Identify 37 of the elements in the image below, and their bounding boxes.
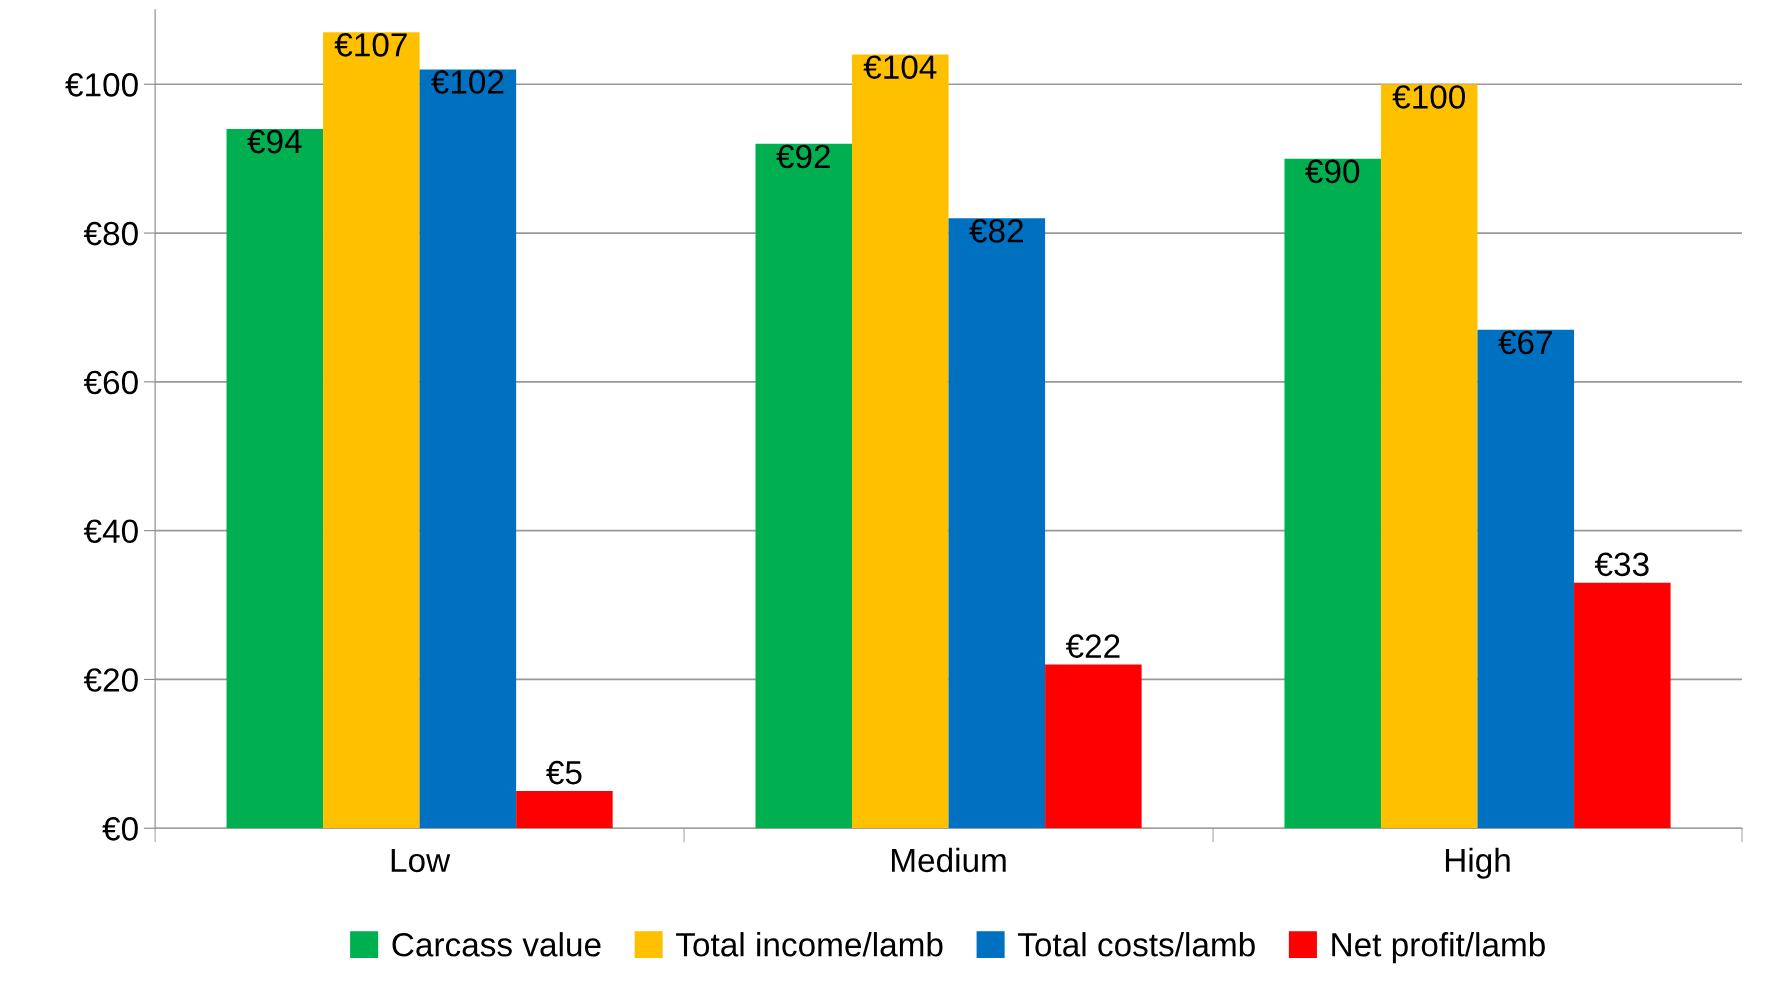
data-label: €107 [334, 33, 407, 57]
legend-label: Net profit/lamb [1332, 932, 1545, 964]
x-tick-label: High [1445, 847, 1510, 879]
legend-label: Total income/lamb [676, 932, 943, 957]
data-label: €94 [247, 129, 302, 154]
bar [419, 69, 517, 829]
legend-label: Carcass value [392, 932, 601, 957]
data-label: €100 [1392, 85, 1466, 109]
bar [755, 143, 853, 829]
bar [1045, 664, 1142, 829]
data-label: €22 [1065, 634, 1120, 658]
y-tick-label: €100 [65, 73, 138, 97]
y-tick-label: €60 [83, 370, 138, 395]
legend-label: Total costs/lamb [1018, 932, 1255, 957]
data-label: €82 [969, 219, 1023, 243]
y-tick-label: €40 [83, 519, 138, 544]
bar [1574, 582, 1671, 829]
data-label: €104 [863, 55, 937, 79]
bar [948, 218, 1046, 829]
data-label: €102 [431, 70, 504, 94]
x-tick-label: Medium [892, 847, 1006, 873]
bar [1380, 84, 1478, 829]
data-label: €5 [546, 760, 582, 785]
bar [852, 54, 949, 829]
y-tick-label: €80 [83, 221, 138, 246]
data-label: €90 [1305, 159, 1360, 184]
data-label: €92 [776, 144, 830, 169]
bar [516, 791, 613, 829]
bar [323, 32, 420, 829]
data-label: €67 [1498, 330, 1552, 355]
bar [226, 128, 324, 829]
y-tick-label: €20 [83, 668, 138, 692]
bar [1284, 158, 1381, 829]
y-tick-label: €0 [102, 817, 138, 841]
x-tick-label: Low [391, 848, 451, 873]
bar [1477, 329, 1575, 829]
data-label: €33 [1594, 552, 1649, 577]
